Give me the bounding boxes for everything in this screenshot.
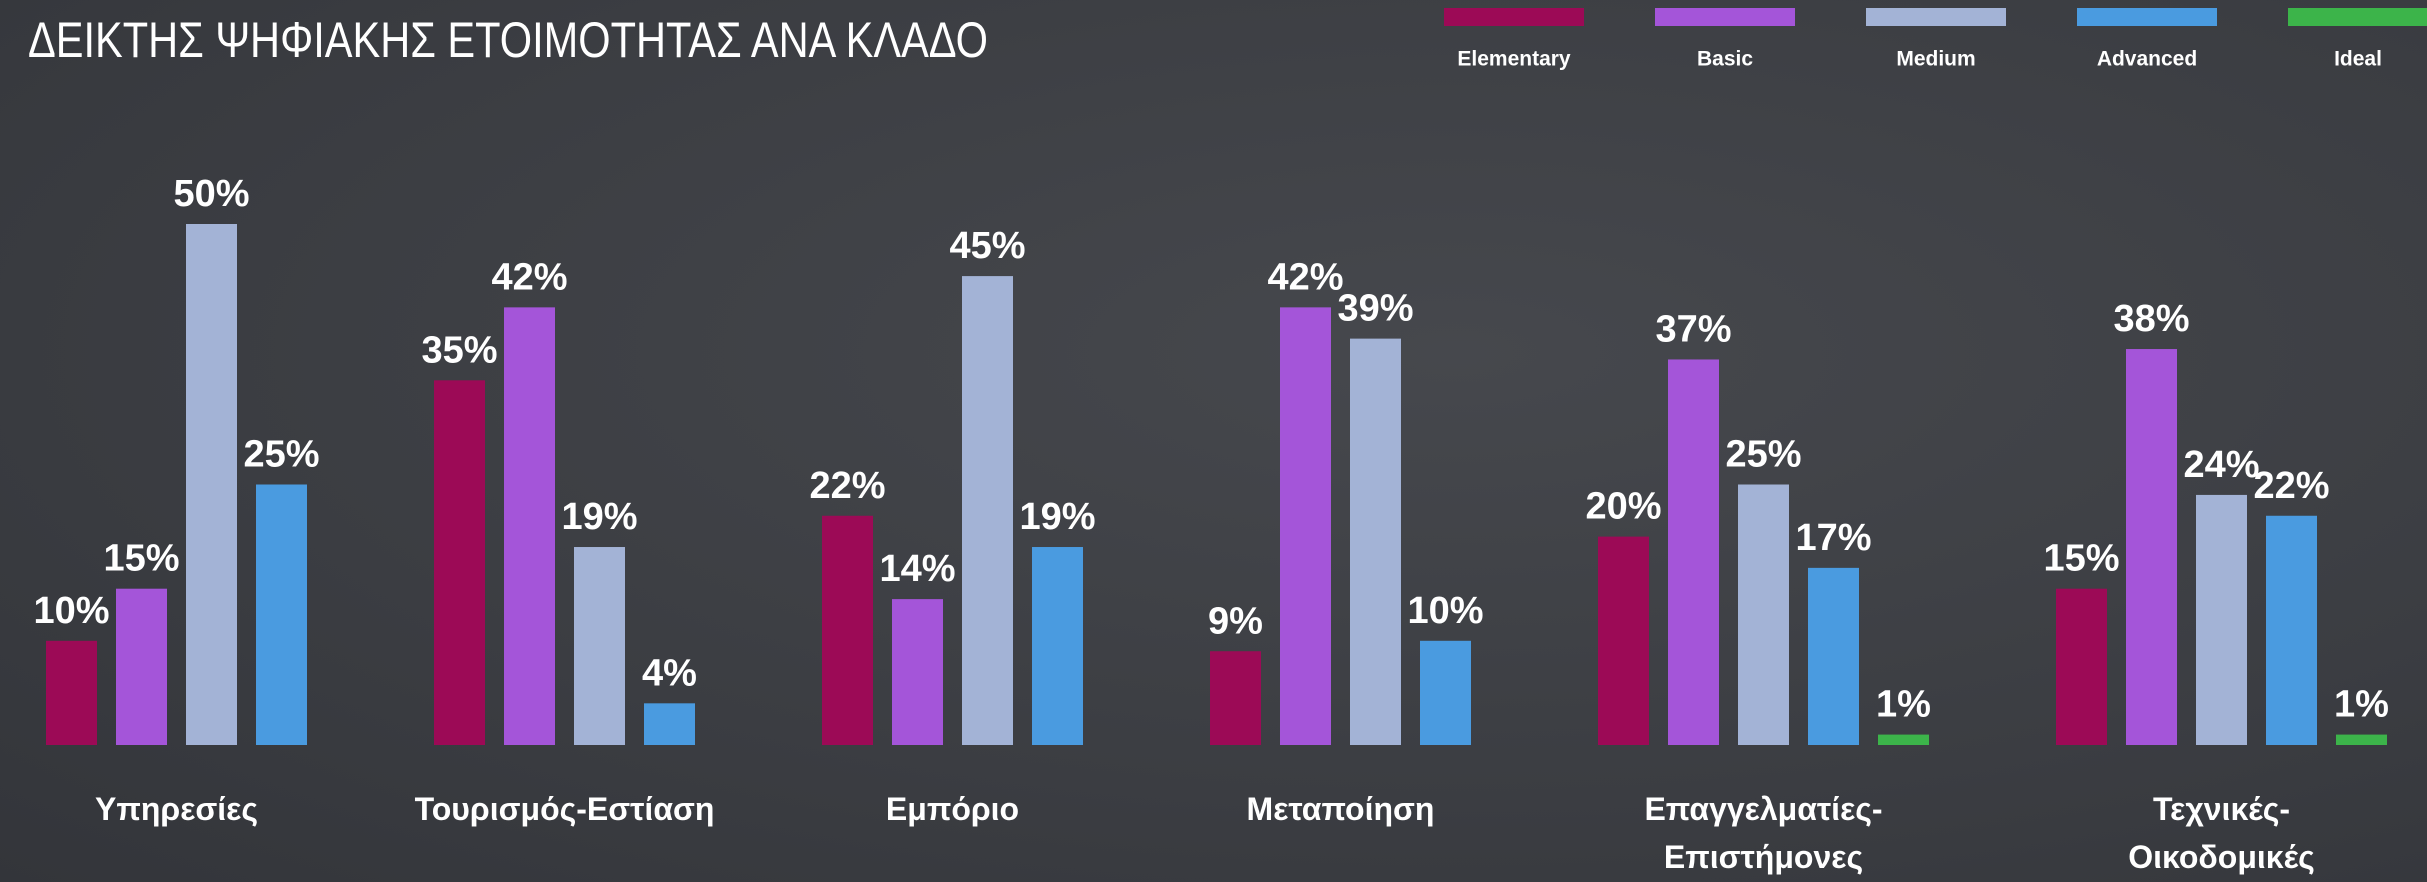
value-label: 22% xyxy=(809,465,885,507)
bar xyxy=(1032,547,1083,745)
bar xyxy=(1350,338,1401,745)
legend-swatch xyxy=(1444,8,1584,26)
legend-label: Advanced xyxy=(2097,48,2197,71)
bar xyxy=(46,640,97,745)
value-label: 25% xyxy=(1725,434,1801,476)
bar xyxy=(1598,536,1649,745)
value-label: 17% xyxy=(1795,517,1871,559)
value-label: 14% xyxy=(879,548,955,590)
bar xyxy=(962,276,1013,745)
category-label: Εμπόριο xyxy=(885,791,1020,827)
value-label: 37% xyxy=(1655,308,1731,350)
value-label: 1% xyxy=(2334,684,2389,726)
bar xyxy=(1878,734,1929,745)
bar xyxy=(2126,349,2177,745)
legend-label: Ideal xyxy=(2334,48,2382,71)
value-label: 45% xyxy=(949,225,1025,267)
value-label: 25% xyxy=(243,434,319,476)
bar xyxy=(1738,484,1789,745)
legend-label: Basic xyxy=(1697,48,1753,71)
bar xyxy=(434,380,485,745)
bar xyxy=(1808,567,1859,745)
bar xyxy=(892,599,943,745)
bar xyxy=(256,484,307,745)
bar xyxy=(504,307,555,745)
legend-label: Elementary xyxy=(1457,48,1571,71)
value-label: 42% xyxy=(491,256,567,298)
bar xyxy=(1280,307,1331,745)
value-label: 35% xyxy=(421,329,497,371)
legend-swatch xyxy=(2288,8,2427,26)
value-label: 19% xyxy=(561,496,637,538)
value-label: 1% xyxy=(1876,684,1931,726)
value-label: 39% xyxy=(1337,288,1413,330)
bar xyxy=(2336,734,2387,745)
value-label: 10% xyxy=(33,590,109,632)
bar xyxy=(116,588,167,745)
bar xyxy=(1420,640,1471,745)
value-label: 38% xyxy=(2113,298,2189,340)
value-label: 42% xyxy=(1267,256,1343,298)
value-label: 9% xyxy=(1208,600,1263,642)
bar xyxy=(2196,494,2247,745)
category-label: Τεχνικές-Οικοδομικές xyxy=(2128,791,2315,875)
value-label: 20% xyxy=(1585,486,1661,528)
bar xyxy=(822,515,873,745)
value-label: 15% xyxy=(2043,538,2119,580)
chart-title: ΔΕΙΚΤΗΣ ΨΗΦΙΑΚΗΣ ΕΤΟΙΜΟΤΗΤΑΣ ΑΝΑ ΚΛΑΔΟ xyxy=(28,12,988,68)
bar xyxy=(2056,588,2107,745)
legend-label: Medium xyxy=(1896,48,1975,71)
value-label: 24% xyxy=(2183,444,2259,486)
legend-swatch xyxy=(1866,8,2006,26)
value-label: 15% xyxy=(103,538,179,580)
value-label: 4% xyxy=(642,652,697,694)
bar xyxy=(186,224,237,745)
value-label: 22% xyxy=(2253,465,2329,507)
bar xyxy=(644,703,695,745)
bar xyxy=(1210,651,1261,745)
legend-swatch xyxy=(2077,8,2217,26)
category-label: Υπηρεσίες xyxy=(95,791,258,827)
bar xyxy=(1668,359,1719,745)
value-label: 10% xyxy=(1407,590,1483,632)
value-label: 19% xyxy=(1019,496,1095,538)
legend-swatch xyxy=(1655,8,1795,26)
bar xyxy=(2266,515,2317,745)
category-label: Επαγγελματίες-Επιστήμονες xyxy=(1644,791,1883,875)
value-label: 50% xyxy=(173,173,249,215)
category-label: Μεταποίηση xyxy=(1246,791,1435,827)
bar xyxy=(574,547,625,745)
category-label: Τουρισμός-Εστίαση xyxy=(414,791,715,827)
